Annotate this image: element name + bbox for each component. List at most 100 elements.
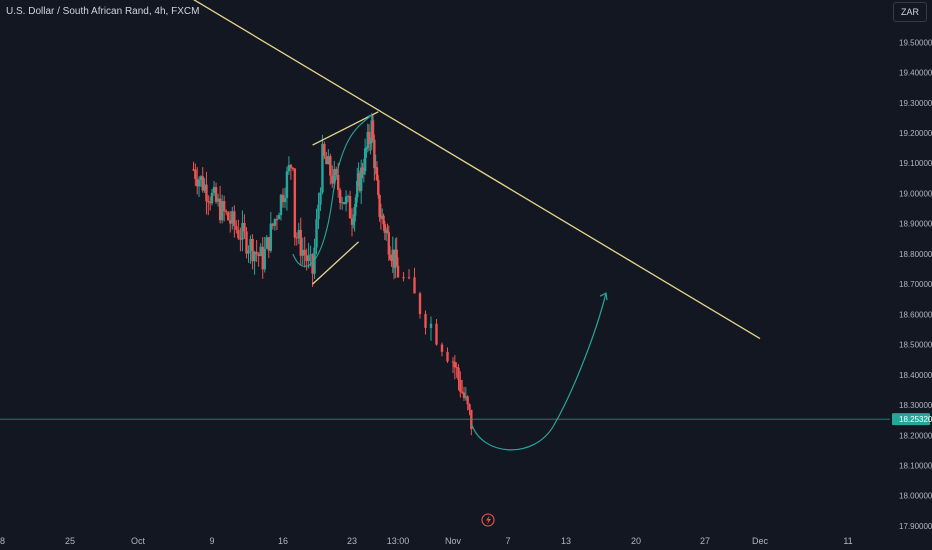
candle: [369, 137, 372, 155]
candle: [361, 162, 364, 179]
price-tick-label: 19.30000: [899, 99, 932, 108]
candle: [329, 153, 332, 185]
current-price-label: 18.25320: [899, 415, 932, 424]
candle: [402, 272, 405, 282]
candle: [225, 209, 228, 216]
candle: [269, 212, 273, 253]
candle: [352, 214, 355, 229]
candle: [384, 227, 388, 241]
candle: [205, 171, 208, 215]
candle: [235, 220, 238, 234]
candle: [295, 232, 298, 246]
current-price-tag: 18.25320: [0, 413, 932, 426]
candle: [383, 220, 387, 241]
time-tick-label: 13:00: [387, 536, 410, 546]
arrowhead: [599, 292, 608, 301]
time-tick-label: Nov: [445, 536, 462, 546]
flash-icon[interactable]: [481, 513, 495, 527]
projected-path-arrow[interactable]: [470, 293, 607, 451]
candle: [263, 236, 266, 273]
trendline[interactable]: [312, 111, 379, 146]
candle: [371, 115, 375, 141]
candle: [464, 387, 468, 401]
candle: [216, 193, 220, 207]
wedge-curve[interactable]: [292, 114, 373, 267]
candle: [289, 163, 293, 180]
candle: [455, 362, 458, 378]
candle: [396, 257, 400, 279]
currency-button[interactable]: ZAR: [893, 2, 927, 22]
candle: [358, 170, 362, 193]
candle: [192, 161, 195, 172]
price-tick-label: 18.70000: [899, 280, 932, 289]
candle: [220, 194, 224, 224]
candle: [291, 166, 295, 172]
time-tick-label: 20: [631, 536, 641, 546]
time-tick-label: 23: [347, 536, 357, 546]
candle: [233, 205, 236, 238]
candle: [323, 141, 326, 159]
candle: [251, 234, 254, 270]
candle: [247, 245, 250, 263]
candle: [281, 188, 285, 208]
candle: [386, 223, 389, 234]
candle: [196, 167, 199, 195]
price-tick-label: 19.10000: [899, 159, 932, 168]
candle: [346, 194, 350, 203]
candle: [379, 203, 383, 230]
trendline[interactable]: [312, 241, 360, 285]
candle: [253, 250, 256, 275]
candle: [241, 210, 244, 252]
candle: [279, 193, 283, 221]
candle: [353, 203, 356, 232]
time-axis[interactable]: 18 25 Oct 9 16 23 13:00 Nov 7 13 20 27 Dec 11: [0, 536, 853, 546]
time-tick-label: 13: [561, 536, 571, 546]
candle: [325, 151, 328, 165]
candle: [462, 386, 466, 401]
candle: [381, 208, 384, 220]
candle: [257, 252, 260, 267]
drawings-layer: [184, 0, 761, 451]
candle: [212, 181, 216, 196]
candle: [210, 188, 214, 206]
candle: [365, 146, 368, 158]
candle: [356, 167, 359, 203]
candle: [237, 219, 240, 240]
candle: [373, 134, 376, 181]
time-tick-label: 25: [65, 536, 75, 546]
candle: [231, 206, 234, 230]
candle: [265, 234, 268, 250]
candle: [394, 238, 397, 279]
candle: [199, 175, 203, 187]
candle: [466, 395, 469, 411]
candle: [366, 123, 369, 153]
price-tick-label: 19.00000: [899, 189, 932, 198]
price-tick-label: 18.50000: [899, 341, 932, 350]
time-tick-label: 9: [209, 536, 214, 546]
candle: [338, 187, 342, 210]
candle: [350, 208, 354, 237]
candle: [446, 347, 449, 363]
candle: [305, 248, 308, 271]
arrowhead: [366, 114, 374, 121]
trendline[interactable]: [184, 0, 761, 340]
candle: [391, 236, 394, 273]
candle: [303, 236, 306, 268]
candle: [374, 154, 377, 175]
candle: [208, 196, 212, 211]
candle: [277, 212, 281, 220]
time-tick-label: 11: [843, 536, 852, 546]
time-tick-label: 16: [278, 536, 288, 546]
candle: [468, 403, 471, 416]
price-axis[interactable]: 19.50000 19.40000 19.30000 19.20000 19.10000…: [899, 38, 932, 531]
candle: [453, 355, 457, 380]
candle: [255, 240, 258, 262]
candle: [307, 242, 310, 269]
candle: [360, 159, 363, 204]
candle: [261, 237, 264, 279]
candle: [239, 227, 242, 252]
candle: [214, 182, 218, 204]
candle: [327, 149, 330, 165]
candle: [457, 364, 460, 391]
